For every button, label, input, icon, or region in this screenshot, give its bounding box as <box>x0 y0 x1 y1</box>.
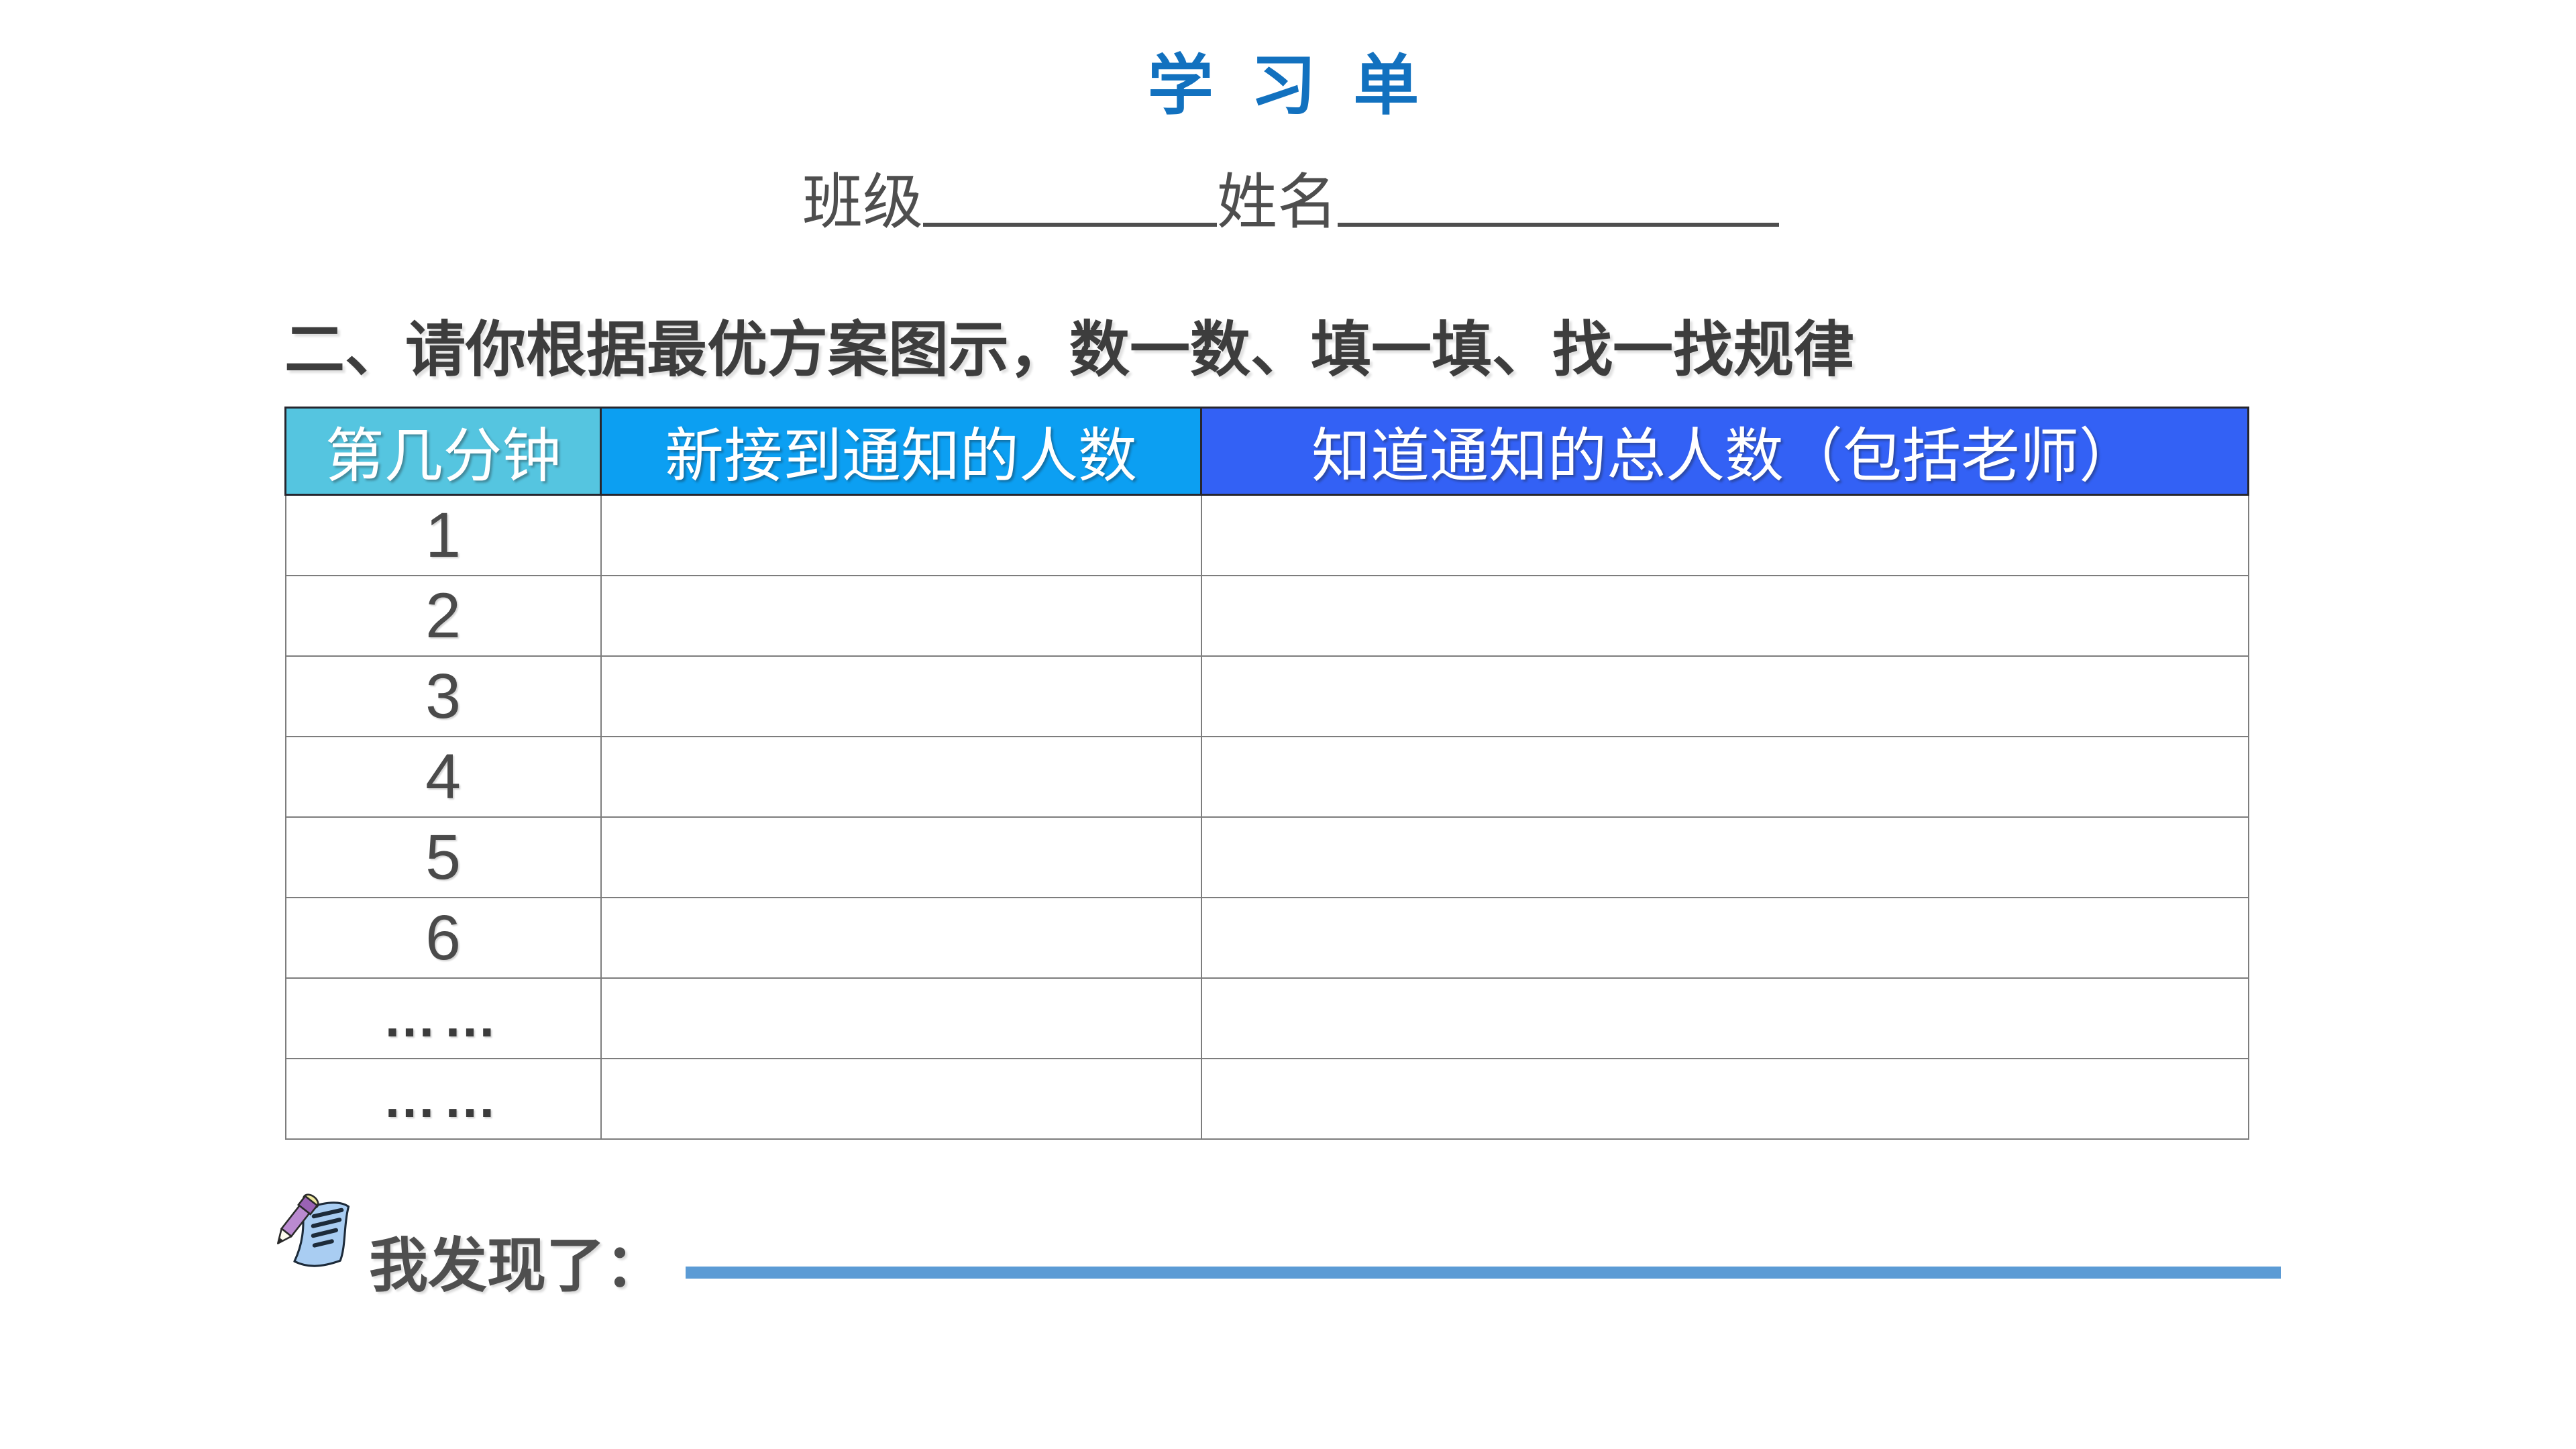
minute-value: 5 <box>284 816 602 898</box>
table-row: …… <box>284 977 2249 1059</box>
minute-value: 1 <box>284 494 602 576</box>
answer-cell-total[interactable] <box>1200 897 2249 979</box>
name-label: 姓名 <box>1217 169 1338 236</box>
answer-cell-new[interactable] <box>600 977 1202 1059</box>
note-and-pen-icon <box>276 1193 350 1267</box>
table-row: 2 <box>284 575 2249 657</box>
minute-value: 3 <box>284 655 602 737</box>
table-row: 5 <box>284 816 2249 898</box>
discover-label: 我发现了： <box>369 1232 665 1299</box>
table-row: 3 <box>284 655 2249 737</box>
answer-cell-new[interactable] <box>600 816 1202 898</box>
name-blank-line[interactable] <box>1338 223 1779 227</box>
table-row: 4 <box>284 736 2249 818</box>
answer-cell-total[interactable] <box>1200 494 2249 576</box>
column-header-new-count: 新接到通知的人数 <box>600 407 1202 496</box>
minute-ellipsis: …… <box>284 1058 602 1140</box>
column-header-total-count: 知道通知的总人数（包括老师） <box>1200 407 2249 496</box>
section-heading: 二、请你根据最优方案图示，数一数、填一填、找一找规律 <box>284 317 1854 384</box>
answer-cell-new[interactable] <box>600 736 1202 818</box>
answer-cell-total[interactable] <box>1200 575 2249 657</box>
notification-table: 第几分钟 新接到通知的人数 知道通知的总人数（包括老师） 1 2 3 <box>284 407 2249 1140</box>
table-row: 1 <box>284 494 2249 576</box>
answer-cell-total[interactable] <box>1200 655 2249 737</box>
answer-cell-new[interactable] <box>600 575 1202 657</box>
answer-cell-total[interactable] <box>1200 816 2249 898</box>
minute-value: 4 <box>284 736 602 818</box>
class-name-line: 班级 姓名 <box>802 153 1779 240</box>
answer-cell-new[interactable] <box>600 655 1202 737</box>
table-row: 6 <box>284 897 2249 979</box>
table-header-row: 第几分钟 新接到通知的人数 知道通知的总人数（包括老师） <box>284 407 2249 496</box>
column-header-minute: 第几分钟 <box>284 407 602 496</box>
minute-value: 6 <box>284 897 602 979</box>
table-row: …… <box>284 1058 2249 1140</box>
answer-cell-total[interactable] <box>1200 977 2249 1059</box>
answer-cell-total[interactable] <box>1200 1058 2249 1140</box>
discover-answer-line[interactable] <box>686 1267 2281 1279</box>
minute-value: 2 <box>284 575 602 657</box>
answer-cell-new[interactable] <box>600 897 1202 979</box>
answer-cell-new[interactable] <box>600 1058 1202 1140</box>
page-title: 学 习 单 <box>1147 48 1429 122</box>
minute-ellipsis: …… <box>284 977 602 1059</box>
answer-cell-total[interactable] <box>1200 736 2249 818</box>
class-label: 班级 <box>802 169 923 236</box>
answer-cell-new[interactable] <box>600 494 1202 576</box>
class-blank-line[interactable] <box>923 223 1217 227</box>
